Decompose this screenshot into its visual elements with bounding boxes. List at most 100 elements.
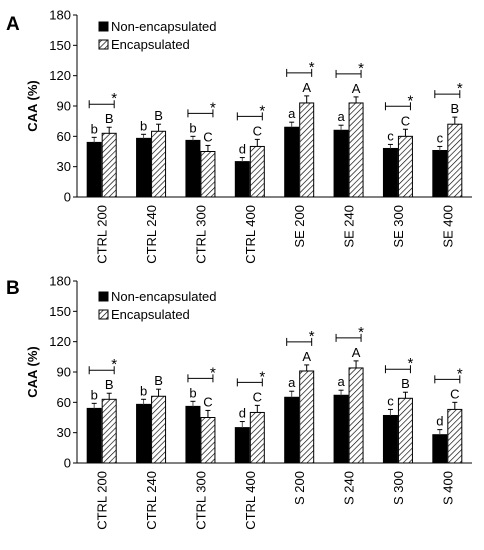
significance-star: * <box>111 90 117 107</box>
x-tick-label: CTRL 200 <box>95 205 110 264</box>
legend-label: Non-encapsulated <box>111 19 217 34</box>
y-tick-label: 180 <box>49 274 71 289</box>
group-letter-lower: a <box>337 374 345 389</box>
bar-encapsulated <box>249 145 265 198</box>
significance-star: * <box>111 356 117 373</box>
bar-non-encapsulated <box>284 126 300 198</box>
bar-encapsulated <box>299 370 315 464</box>
significance-star: * <box>309 328 315 345</box>
y-tick-label: 120 <box>49 334 71 349</box>
x-tick-label: SE 240 <box>342 205 357 248</box>
significance-star: * <box>259 102 265 119</box>
bar-non-encapsulated <box>333 394 349 464</box>
bar-non-encapsulated <box>86 407 102 464</box>
group-letter-lower: d <box>239 142 246 157</box>
group-letter-upper: B <box>105 377 114 392</box>
group-letter-lower: c <box>387 128 394 143</box>
bar-non-encapsulated <box>284 396 300 464</box>
group-letter-upper: B <box>154 373 163 388</box>
legend-swatch <box>98 309 109 320</box>
bar-non-encapsulated <box>136 403 152 464</box>
bar-encapsulated <box>447 408 463 464</box>
y-tick-label: 30 <box>57 159 71 174</box>
group-letter-lower: c <box>437 130 444 145</box>
group-letter-upper: A <box>302 349 311 364</box>
group-letter-upper: C <box>203 129 212 144</box>
group-letter-lower: b <box>91 387 98 402</box>
group-letter-lower: b <box>91 121 98 136</box>
x-tick-label: CTRL 400 <box>243 471 258 530</box>
bar-non-encapsulated <box>432 149 448 198</box>
legend-label: Non-encapsulated <box>111 289 217 304</box>
legend-label: Encapsulated <box>111 37 190 52</box>
group-letter-lower: b <box>140 383 147 398</box>
group-letter-lower: b <box>189 120 196 135</box>
group-letter-upper: C <box>253 123 262 138</box>
bar-encapsulated <box>348 367 364 464</box>
x-tick-label: CTRL 240 <box>144 205 159 264</box>
significance-star: * <box>408 355 414 372</box>
bar-encapsulated <box>447 123 463 198</box>
bar-encapsulated <box>101 398 117 464</box>
x-tick-label: CTRL 300 <box>193 471 208 530</box>
group-letter-lower: c <box>387 393 394 408</box>
bar-encapsulated <box>101 132 117 198</box>
y-tick-label: 90 <box>57 99 71 114</box>
group-letter-upper: C <box>450 386 459 401</box>
group-letter-upper: C <box>203 394 212 409</box>
bar-encapsulated <box>200 151 216 198</box>
bar-non-encapsulated <box>382 147 398 198</box>
x-tick-label: S 400 <box>440 471 455 505</box>
group-letter-upper: A <box>352 345 361 360</box>
bar-non-encapsulated <box>234 427 250 464</box>
bar-encapsulated <box>249 411 265 464</box>
x-tick-label: S 300 <box>391 471 406 505</box>
group-letter-upper: C <box>253 389 262 404</box>
y-tick-label: 0 <box>64 190 71 205</box>
y-tick-label: 60 <box>57 129 71 144</box>
group-letter-upper: A <box>352 81 361 96</box>
group-letter-lower: a <box>288 106 296 121</box>
bar-encapsulated <box>397 397 413 464</box>
y-tick-label: 180 <box>49 8 71 23</box>
bar-encapsulated <box>151 395 167 464</box>
x-tick-label: CTRL 200 <box>95 471 110 530</box>
significance-star: * <box>408 92 414 109</box>
group-letter-upper: B <box>450 101 459 116</box>
significance-star: * <box>210 364 216 381</box>
legend-swatch <box>98 291 109 302</box>
group-letter-lower: d <box>436 414 443 429</box>
panel-label: A <box>6 14 20 35</box>
bar-encapsulated <box>348 102 364 198</box>
significance-star: * <box>309 59 315 76</box>
bar-non-encapsulated <box>136 137 152 198</box>
bar-encapsulated <box>200 417 216 464</box>
y-axis-label: CAA (%) <box>25 346 40 398</box>
significance-star: * <box>457 80 463 97</box>
bar-non-encapsulated <box>185 139 201 198</box>
group-letter-upper: B <box>154 108 163 123</box>
y-tick-label: 150 <box>49 304 71 319</box>
legend-swatch <box>98 39 109 50</box>
x-tick-label: SE 400 <box>440 205 455 248</box>
significance-star: * <box>358 60 364 77</box>
y-tick-label: 150 <box>49 38 71 53</box>
significance-star: * <box>210 99 216 116</box>
x-tick-label: CTRL 240 <box>144 471 159 530</box>
panel-label: B <box>6 278 20 299</box>
significance-star: * <box>358 324 364 341</box>
group-letter-upper: B <box>401 376 410 391</box>
group-letter-lower: a <box>288 375 296 390</box>
group-letter-upper: C <box>401 113 410 128</box>
bar-non-encapsulated <box>86 141 102 198</box>
bar-non-encapsulated <box>382 414 398 464</box>
legend-swatch <box>98 21 109 32</box>
bar-non-encapsulated <box>333 129 349 198</box>
x-tick-label: S 200 <box>292 471 307 505</box>
x-tick-label: S 240 <box>342 471 357 505</box>
bar-non-encapsulated <box>185 405 201 464</box>
y-tick-label: 30 <box>57 425 71 440</box>
bar-encapsulated <box>397 135 413 198</box>
